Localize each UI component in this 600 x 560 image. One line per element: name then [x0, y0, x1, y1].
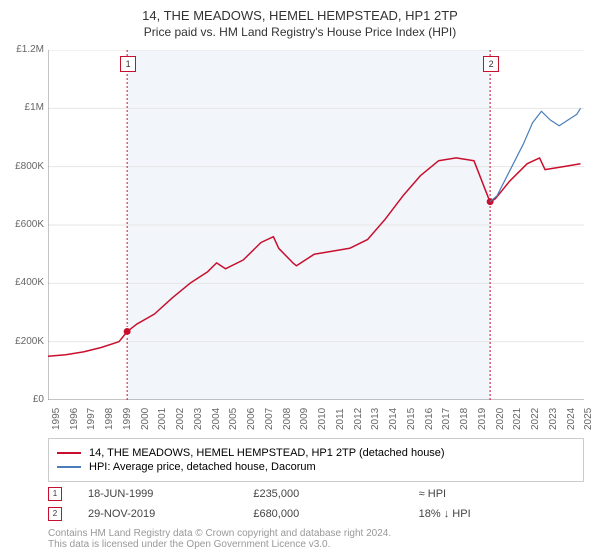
- event-delta: ≈ HPI: [419, 488, 584, 500]
- event-delta: 18% ↓ HPI: [419, 508, 584, 520]
- x-tick-label: 2014: [388, 408, 399, 430]
- legend-item: 14, THE MEADOWS, HEMEL HEMPSTEAD, HP1 2T…: [57, 447, 575, 459]
- x-tick-label: 2021: [512, 408, 523, 430]
- event-row: 2 29-NOV-2019 £680,000 18% ↓ HPI: [48, 504, 584, 524]
- legend: 14, THE MEADOWS, HEMEL HEMPSTEAD, HP1 2T…: [48, 438, 584, 482]
- x-tick-label: 2015: [406, 408, 417, 430]
- event-row: 1 18-JUN-1999 £235,000 ≈ HPI: [48, 484, 584, 504]
- y-tick-label: £800K: [4, 161, 44, 172]
- y-tick-label: £600K: [4, 219, 44, 230]
- y-tick-label: £400K: [4, 277, 44, 288]
- x-tick-label: 1997: [86, 408, 97, 430]
- footer-line: Contains HM Land Registry data © Crown c…: [48, 528, 584, 539]
- x-tick-label: 2005: [228, 408, 239, 430]
- x-tick-label: 1999: [122, 408, 133, 430]
- event-marker-cell: 1: [48, 487, 88, 501]
- event-price: £235,000: [253, 488, 418, 500]
- legend-label: 14, THE MEADOWS, HEMEL HEMPSTEAD, HP1 2T…: [89, 447, 445, 459]
- event-marker-icon: 1: [48, 487, 62, 501]
- y-tick-label: £1M: [4, 102, 44, 113]
- x-tick-label: 2011: [335, 408, 346, 430]
- y-tick-label: £0: [4, 394, 44, 405]
- x-tick-label: 2003: [193, 408, 204, 430]
- chart-container: 14, THE MEADOWS, HEMEL HEMPSTEAD, HP1 2T…: [0, 0, 600, 560]
- footer-line: This data is licensed under the Open Gov…: [48, 539, 584, 550]
- x-tick-label: 2020: [495, 408, 506, 430]
- x-tick-label: 1996: [69, 408, 80, 430]
- legend-item: HPI: Average price, detached house, Daco…: [57, 461, 575, 473]
- event-marker-cell: 2: [48, 507, 88, 521]
- x-tick-label: 1998: [104, 408, 115, 430]
- chart-area: [48, 50, 584, 400]
- x-tick-label: 2004: [211, 408, 222, 430]
- x-tick-label: 2001: [157, 408, 168, 430]
- chart-title: 14, THE MEADOWS, HEMEL HEMPSTEAD, HP1 2T…: [0, 0, 600, 23]
- legend-swatch: [57, 466, 81, 468]
- event-flag: 2: [483, 56, 499, 72]
- x-tick-label: 2009: [299, 408, 310, 430]
- chart-subtitle: Price paid vs. HM Land Registry's House …: [0, 23, 600, 39]
- x-tick-label: 2010: [317, 408, 328, 430]
- y-tick-label: £200K: [4, 336, 44, 347]
- event-price: £680,000: [253, 508, 418, 520]
- x-tick-label: 2017: [441, 408, 452, 430]
- legend-label: HPI: Average price, detached house, Daco…: [89, 461, 316, 473]
- events-table: 1 18-JUN-1999 £235,000 ≈ HPI 2 29-NOV-20…: [48, 484, 584, 524]
- event-date: 18-JUN-1999: [88, 488, 253, 500]
- legend-swatch: [57, 452, 81, 454]
- x-tick-label: 2012: [353, 408, 364, 430]
- x-tick-label: 2016: [424, 408, 435, 430]
- x-tick-label: 2006: [246, 408, 257, 430]
- x-tick-label: 2002: [175, 408, 186, 430]
- event-marker-icon: 2: [48, 507, 62, 521]
- x-tick-label: 2008: [282, 408, 293, 430]
- y-tick-label: £1.2M: [4, 44, 44, 55]
- chart-svg: [48, 50, 584, 400]
- footer: Contains HM Land Registry data © Crown c…: [48, 528, 584, 550]
- x-tick-label: 2007: [264, 408, 275, 430]
- x-tick-label: 1995: [51, 408, 62, 430]
- x-tick-label: 2018: [459, 408, 470, 430]
- x-tick-label: 2024: [566, 408, 577, 430]
- event-date: 29-NOV-2019: [88, 508, 253, 520]
- x-tick-label: 2013: [370, 408, 381, 430]
- x-tick-label: 2023: [548, 408, 559, 430]
- event-flag: 1: [120, 56, 136, 72]
- x-tick-label: 2025: [583, 408, 594, 430]
- x-tick-label: 2019: [477, 408, 488, 430]
- x-tick-label: 2022: [530, 408, 541, 430]
- x-tick-label: 2000: [140, 408, 151, 430]
